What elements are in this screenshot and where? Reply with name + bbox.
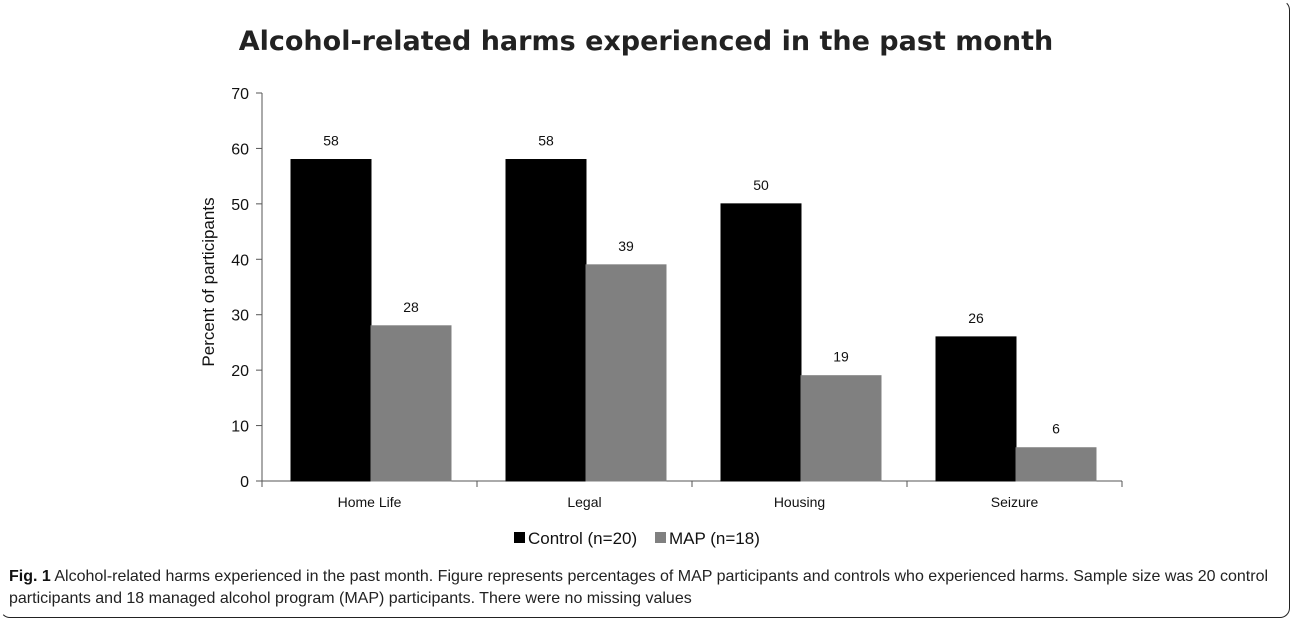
- bar-map: [585, 264, 667, 482]
- bar-control: [290, 159, 372, 482]
- data-label: 19: [833, 349, 849, 365]
- caption-label: Fig. 1: [9, 568, 51, 585]
- bar-control: [935, 336, 1017, 482]
- chart-title: Alcohol-related harms experienced in the…: [239, 26, 1054, 57]
- y-tick-label: 60: [231, 141, 249, 158]
- y-tick-label: 70: [231, 86, 249, 103]
- plot-area: 0 10 20 30 40 50 60 70 58 28 Home Life 58 39 Legal 50 1…: [231, 86, 1123, 510]
- bar-control: [720, 203, 802, 482]
- legend-label-control: Control (n=20): [528, 529, 637, 548]
- data-label: 58: [538, 133, 554, 149]
- y-tick-label: 0: [240, 474, 249, 491]
- y-tick-label: 10: [231, 419, 249, 436]
- legend-label-map: MAP (n=18): [669, 529, 760, 548]
- legend-swatch-control: [514, 532, 525, 543]
- category-label: Home Life: [338, 494, 402, 510]
- data-label: 28: [403, 299, 419, 315]
- data-label: 50: [753, 177, 769, 193]
- bar-chart: Alcohol-related harms experienced in the…: [199, 26, 1123, 548]
- bar-control: [505, 159, 587, 482]
- y-tick-label: 50: [231, 197, 249, 214]
- category-label: Seizure: [991, 494, 1039, 510]
- figure-caption: Fig. 1 Alcohol-related harms experienced…: [9, 566, 1279, 610]
- y-tick-label: 40: [231, 252, 249, 269]
- bar-map: [370, 325, 452, 482]
- data-label: 6: [1052, 421, 1060, 437]
- caption-text: Alcohol-related harms experienced in the…: [9, 568, 1269, 607]
- category-label: Housing: [774, 494, 825, 510]
- data-label: 39: [618, 238, 634, 254]
- legend-swatch-map: [655, 532, 666, 543]
- bar-map: [1015, 447, 1097, 482]
- data-label: 58: [323, 133, 339, 149]
- y-axis-title: Percent of participants: [199, 197, 218, 366]
- y-tick-label: 20: [231, 363, 249, 380]
- y-tick-label: 30: [231, 308, 249, 325]
- category-label: Legal: [567, 494, 601, 510]
- data-label: 26: [968, 310, 984, 326]
- legend: Control (n=20) MAP (n=18): [514, 529, 760, 548]
- bar-map: [800, 375, 882, 482]
